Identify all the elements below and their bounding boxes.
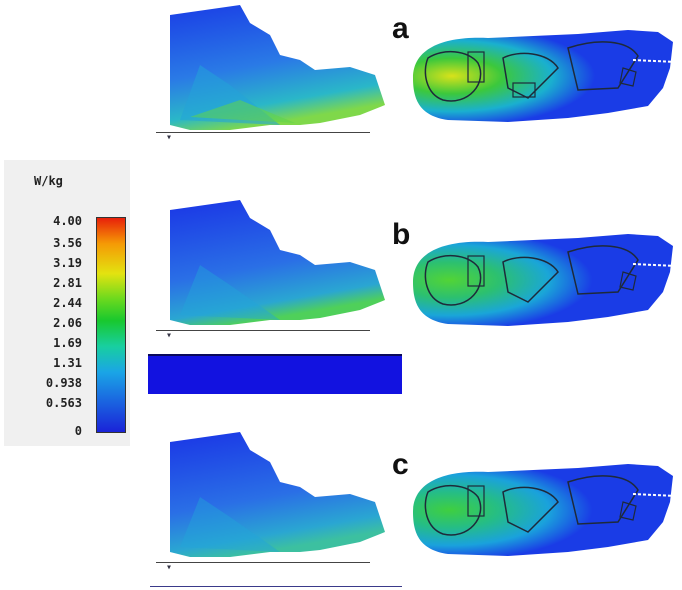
cop-marker-a: ▾ (166, 132, 173, 143)
legend-tick: 0 (74, 424, 82, 438)
legend-tick: 2.44 (53, 296, 82, 310)
ground-line-a (156, 132, 370, 133)
foot-side-view-a (170, 5, 385, 130)
legend-tick: 1.69 (53, 336, 82, 350)
ground-line-c (156, 562, 370, 563)
panel-label-c: c (392, 448, 409, 481)
legend-tick: 0.563 (45, 396, 82, 410)
panel-label-a: a (392, 12, 409, 45)
colorbar-legend: W/kg 4.00 3.56 3.19 2.81 2.44 2.06 1.69 … (4, 160, 130, 446)
foot-side-view-b (170, 200, 385, 325)
legend-tick: 4.00 (53, 214, 82, 228)
foot-sole-view-a (413, 30, 677, 122)
legend-tick: 3.56 (53, 236, 82, 250)
legend-tick: 1.31 (53, 356, 82, 370)
legend-tick: 2.06 (53, 316, 82, 330)
legend-tick: 2.81 (53, 276, 82, 290)
legend-tick: 0.938 (45, 376, 82, 390)
legend-unit: W/kg (34, 174, 63, 188)
blue-band (148, 354, 402, 394)
panel-label-b: b (392, 218, 411, 251)
cop-marker-c: ▾ (166, 562, 173, 573)
legend-tick: 3.19 (53, 256, 82, 270)
ground-line-b (156, 330, 370, 331)
colorbar-gradient (96, 217, 126, 433)
cop-marker-b: ▾ (166, 330, 173, 341)
foot-side-view-c (170, 432, 385, 557)
foot-sole-view-b (413, 234, 677, 326)
foot-sole-view-c (413, 464, 677, 556)
bottom-rule (150, 586, 402, 587)
